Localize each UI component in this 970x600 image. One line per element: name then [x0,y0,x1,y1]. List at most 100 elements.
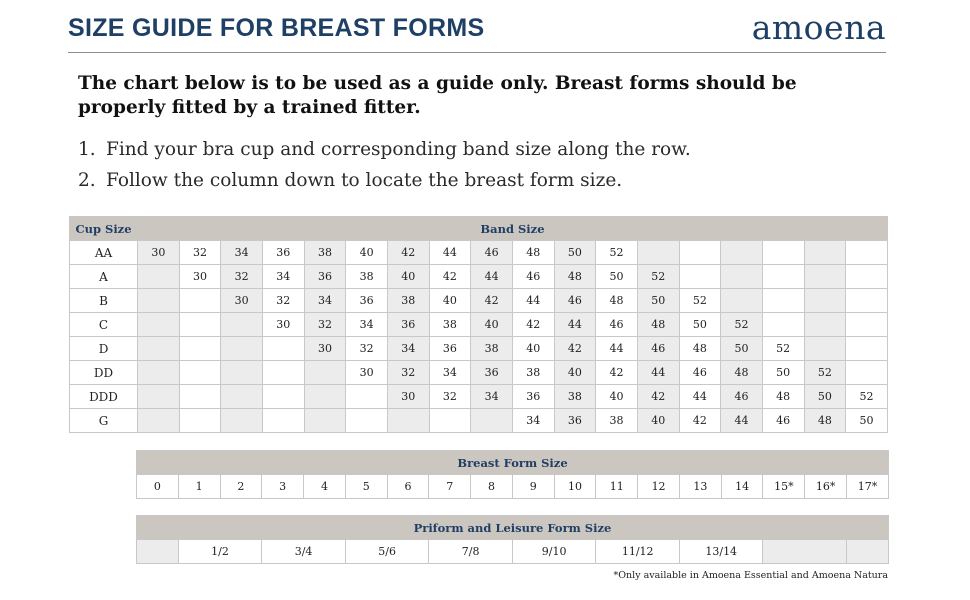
band-size-cell: 50 [720,336,763,361]
band-size-cell: 30 [303,336,347,361]
priform-size-cell: 9/10 [511,539,597,564]
band-size-cell: 36 [511,384,555,409]
band-size-cell: 42 [636,384,680,409]
band-size-cell: 48 [761,384,805,409]
breast-form-size-cell: 7 [428,474,472,499]
band-size-cell: 44 [595,336,638,361]
band-size-cell: 48 [595,288,638,313]
band-size-cell: 44 [553,312,597,337]
band-size-cell: 48 [678,336,722,361]
table-row: G 34 36 38 40 42 44 46 48 50 [69,408,888,433]
band-size-cell: 38 [428,312,472,337]
table-header-row: Breast Form Size [136,450,889,475]
band-size-cell [137,336,180,361]
band-size-cell [178,408,222,433]
band-size-cell: 34 [511,408,555,433]
band-size-cell [178,384,222,409]
band-size-cell: 44 [428,240,472,265]
band-size-cell: 32 [220,264,263,289]
band-size-cell: 52 [636,264,680,289]
band-size-cell [761,312,805,337]
band-size-cell: 40 [386,264,430,289]
band-size-cell [845,240,888,265]
band-size-cell [137,264,180,289]
band-size-cell: 42 [678,408,722,433]
priform-size-cell: 11/12 [595,539,680,564]
band-size-cell: 36 [261,240,305,265]
breast-form-size-cell: 0 [136,474,179,499]
band-size-cell [845,288,888,313]
band-size-cell: 32 [178,240,222,265]
band-size-cell: 42 [428,264,472,289]
band-size-cell: 36 [345,288,388,313]
band-size-cell: 44 [720,408,763,433]
priform-size-cell [762,539,848,564]
cup-size-cell: G [69,408,138,433]
band-size-cell [761,264,805,289]
band-size-cell [178,312,222,337]
band-size-cell [345,384,388,409]
band-size-cell [178,336,222,361]
band-size-cell: 46 [636,336,680,361]
band-size-cell: 40 [345,240,388,265]
band-size-cell [803,312,847,337]
band-size-cell [261,408,305,433]
table-row: DD 30 32 34 36 38 40 42 44 46 48 50 52 [69,360,888,385]
band-size-cell [220,384,263,409]
band-size-cell: 40 [428,288,472,313]
band-size-cell: 44 [678,384,722,409]
band-size-cell: 38 [345,264,388,289]
band-size-cell: 32 [386,360,430,385]
priform-size-cell [846,539,889,564]
band-size-cell [678,240,722,265]
band-size-cell: 48 [636,312,680,337]
breast-form-size-cell: 9 [511,474,555,499]
band-size-cell: 52 [845,384,888,409]
cup-size-cell: D [69,336,138,361]
band-size-cell [845,264,888,289]
priform-size-cell: 5/6 [344,539,430,564]
band-size-cell [178,288,222,313]
band-size-cell: 50 [803,384,847,409]
band-size-cell [303,408,347,433]
step-text: Follow the column down to locate the bre… [106,170,623,191]
header-divider [68,52,886,53]
band-size-cell: 30 [178,264,222,289]
band-size-cell: 34 [220,240,263,265]
table-row: A 30 32 34 36 38 40 42 44 46 48 50 52 [69,264,888,289]
band-size-cell: 50 [761,360,805,385]
priform-size-cell: 13/14 [678,539,764,564]
band-size-cell: 46 [470,240,513,265]
band-size-cell: 52 [595,240,638,265]
band-size-cell: 52 [761,336,805,361]
band-size-cell: 46 [678,360,722,385]
band-size-cell: 30 [386,384,430,409]
band-size-cell: 50 [636,288,680,313]
band-size-cell: 30 [220,288,263,313]
band-size-cell: 34 [303,288,347,313]
priform-leisure-size-header: Priform and Leisure Form Size [136,515,889,540]
amoena-logo: amoena [751,8,886,47]
band-size-cell: 38 [303,240,347,265]
band-size-cell: 34 [345,312,388,337]
band-size-cell: 36 [386,312,430,337]
band-size-cell: 32 [261,288,305,313]
table-row: DDD 30 32 34 36 38 40 42 44 46 48 50 52 [69,384,888,409]
breast-form-size-cell: 4 [303,474,346,499]
band-size-cell: 32 [428,384,472,409]
band-size-cell: 30 [137,240,180,265]
band-size-cell: 42 [553,336,597,361]
priform-size-cell [136,539,179,564]
band-size-cell: 46 [595,312,638,337]
footnote: *Only available in Amoena Essential and … [613,570,888,581]
band-size-cell: 40 [511,336,555,361]
band-size-cell [386,408,430,433]
band-size-cell: 38 [511,360,555,385]
breast-form-size-header: Breast Form Size [136,450,889,475]
band-size-cell [137,384,180,409]
band-size-cell [428,408,472,433]
band-size-cell: 30 [345,360,388,385]
band-size-cell [303,360,347,385]
table-row: AA 30 32 34 36 38 40 42 44 46 48 50 52 [69,240,888,265]
instruction-steps: 1. Find your bra cup and corresponding ba… [78,134,691,196]
